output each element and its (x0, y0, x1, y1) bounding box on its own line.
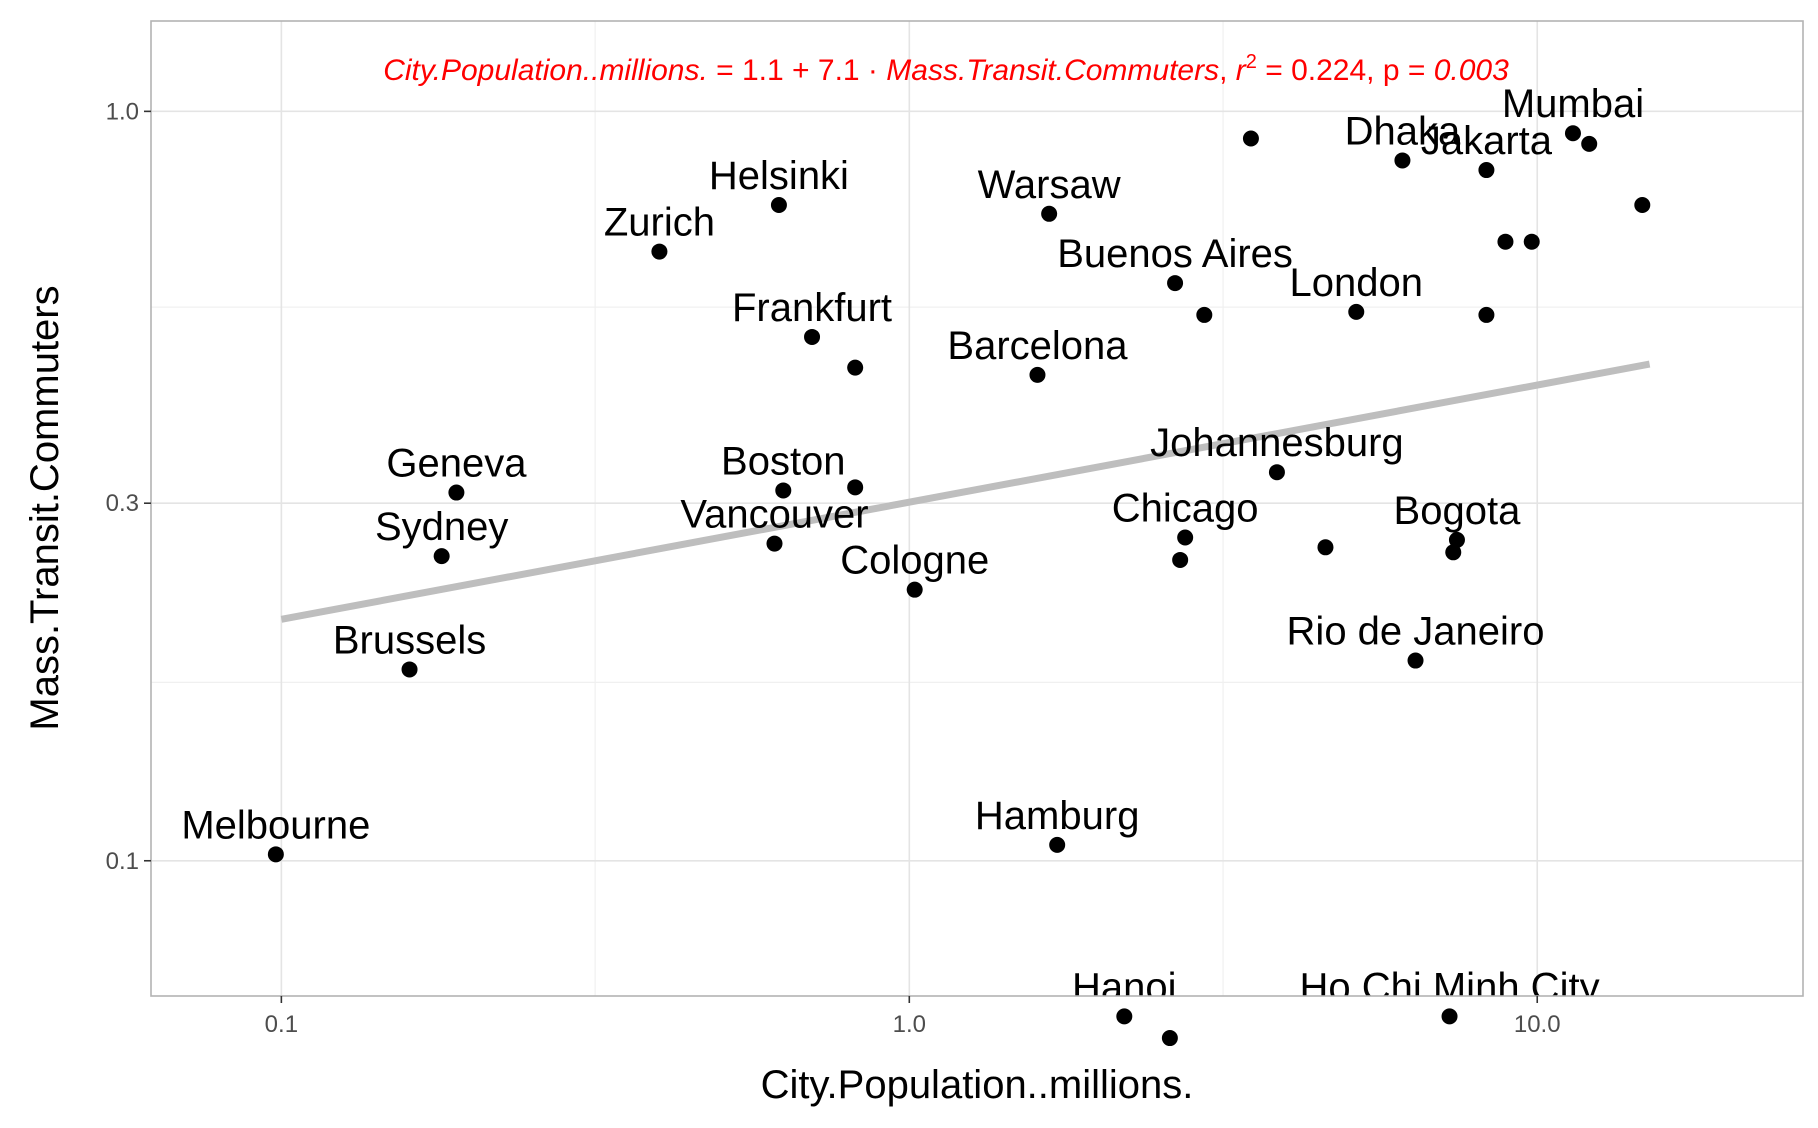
annotation-r2-value: = 0.224, p = (1257, 54, 1434, 87)
data-point (847, 359, 864, 376)
point-label: Vancouver (680, 493, 868, 537)
data-point (1407, 652, 1424, 669)
data-point (1242, 130, 1259, 147)
data-point (651, 243, 668, 260)
y-tick-label: 0.1 (106, 848, 139, 875)
annotation-equation: = 1.1 + 7.1 · (708, 54, 886, 87)
data-point (1172, 551, 1189, 568)
data-point (1523, 233, 1540, 250)
y-tick-label: 0.3 (106, 490, 139, 517)
point-labels-group: Melbourne Brussels Sydney Geneva ZurichHelsi… (181, 82, 1644, 1009)
data-point (1445, 544, 1462, 561)
point-label: Melbourne (181, 803, 370, 847)
x-axis-title: City.Population..millions. (761, 1063, 1194, 1107)
point-label: Rio de Janeiro (1287, 610, 1545, 654)
annotation-p-value: 0.003 (1434, 54, 1509, 87)
annotation-lhs: City.Population..millions. (383, 54, 708, 87)
point-label: Chicago (1112, 486, 1259, 530)
y-tick-label: 1.0 (106, 98, 139, 125)
y-axis-ticks: 0.1 0.3 1.0 (106, 98, 151, 875)
data-point (775, 482, 792, 499)
point-label: Bogota (1394, 489, 1522, 533)
point-label: Hanoi (1072, 965, 1177, 1009)
point-label: Brussels (333, 618, 486, 662)
data-point (1317, 539, 1334, 556)
point-label: Barcelona (947, 324, 1128, 368)
point-label: Dhaka (1345, 109, 1461, 153)
data-point (1196, 306, 1213, 323)
data-point (448, 484, 465, 501)
point-label: Boston (721, 439, 846, 483)
fit-line (280, 360, 1651, 623)
point-label: Buenos Aires (1057, 232, 1293, 276)
annotation-separator: , (1219, 54, 1236, 87)
data-point (1478, 162, 1495, 179)
data-point (1441, 1008, 1458, 1025)
data-point (433, 548, 450, 565)
data-point (1394, 152, 1411, 169)
point-label: London (1290, 261, 1423, 305)
grid (151, 21, 1803, 996)
y-axis-title: Mass.Transit.Commuters (23, 285, 67, 730)
data-point (1478, 306, 1495, 323)
data-point (766, 535, 783, 552)
data-point (1634, 196, 1651, 213)
point-label: Cologne (840, 539, 989, 583)
point-label: Helsinki (709, 154, 849, 198)
data-point (1497, 233, 1514, 250)
x-tick-label: 10.0 (1514, 1011, 1561, 1038)
panel-border (150, 20, 1804, 997)
data-point (770, 196, 787, 213)
points-group (267, 125, 1651, 1047)
x-tick-label: 1.0 (893, 1011, 926, 1038)
data-point (1167, 275, 1184, 292)
point-label: Zurich (604, 201, 715, 245)
data-point (1049, 836, 1066, 853)
point-label: Frankfurt (732, 286, 892, 330)
regression-annotation: City.Population..millions. = 1.1 + 7.1 ·… (383, 51, 1509, 87)
point-label: Hamburg (975, 794, 1140, 838)
annotation-r2-symbol: r (1236, 54, 1247, 87)
data-point (1177, 529, 1194, 546)
data-point (1564, 125, 1581, 142)
data-point (1581, 135, 1598, 152)
annotation-r2-superscript: 2 (1246, 51, 1257, 73)
annotation-rhs: Mass.Transit.Commuters (886, 54, 1219, 87)
data-point (401, 661, 418, 678)
data-point (804, 328, 821, 345)
point-label: Mumbai (1502, 82, 1644, 126)
point-label: Jakarta (1421, 119, 1553, 163)
data-point (1116, 1008, 1133, 1025)
data-point (1041, 205, 1058, 222)
data-point (1448, 531, 1465, 548)
point-label: Warsaw (978, 163, 1121, 207)
data-point (1161, 1030, 1178, 1047)
x-tick-label: 0.1 (265, 1011, 298, 1038)
data-point (847, 479, 864, 496)
data-point (1348, 303, 1365, 320)
data-point (267, 846, 284, 863)
x-axis-ticks: 0.1 1.0 10.0 (265, 996, 1561, 1038)
point-label: Sydney (375, 505, 508, 549)
point-label: Ho Chi Minh City (1299, 965, 1599, 1009)
fit-line-group (280, 360, 1651, 623)
point-label: Johannesburg (1150, 421, 1404, 465)
data-point (906, 581, 923, 598)
data-point (1268, 464, 1285, 481)
point-label: Geneva (386, 442, 527, 486)
data-point (1029, 366, 1046, 383)
